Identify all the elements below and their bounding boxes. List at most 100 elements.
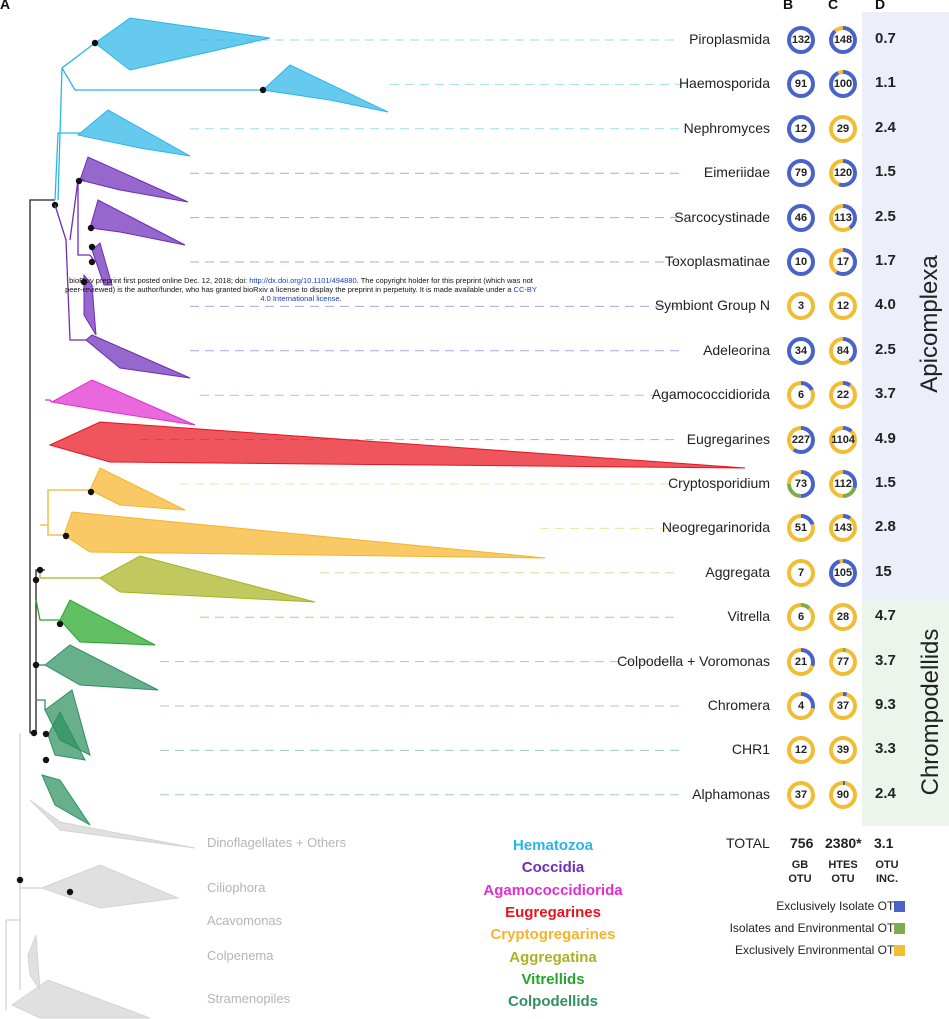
otu-count: 46 [794, 211, 808, 224]
clade-legend-label: Aggregatina [509, 948, 597, 966]
otu-ring-segment [829, 26, 857, 54]
collapsed-clade [99, 555, 316, 603]
otu-increase: 2.5 [875, 340, 896, 358]
taxon-label: Agamococcidiorida [651, 386, 770, 403]
support-node [62, 532, 70, 540]
branch [36, 699, 46, 710]
otu-count: 12 [794, 744, 808, 757]
otu-count: 51 [794, 522, 808, 535]
notice-doi-link[interactable]: http://dx.doi.org/10.1101/494880 [249, 276, 357, 285]
branch [40, 489, 90, 526]
gb-otu-circle: 12 [786, 114, 816, 144]
otu-increase: 3.3 [875, 740, 896, 758]
collapsed-clade [29, 799, 196, 849]
col-foot-gb-2: OTU [788, 873, 812, 885]
collapsed-clade [89, 467, 186, 511]
otu-count: 227 [791, 433, 811, 446]
notice-license-link[interactable]: CC-BY 4.0 International license [260, 285, 537, 303]
otu-ring-segment [829, 248, 857, 276]
otu-increase: 2.4 [875, 784, 896, 802]
taxon-label: Aggregata [705, 563, 770, 580]
outgroup-label: Stramenopiles [207, 991, 291, 1006]
otu-count: 28 [836, 611, 850, 624]
collapsed-clade [79, 156, 189, 203]
otu-ring-segment [787, 381, 815, 410]
taxon-label: Nephromyces [683, 119, 770, 136]
otu-increase: 15 [875, 562, 892, 580]
otu-count: 17 [836, 256, 850, 268]
otu-increase: 2.8 [875, 518, 896, 536]
legend-label: Exclusively Isolate OTU [776, 899, 903, 913]
support-node [259, 86, 267, 94]
gb-otu-circle: 7 [786, 558, 816, 588]
legend-label: Exclusively Environmental OTU [734, 943, 903, 957]
otu-ring-segment [829, 470, 857, 498]
col-foot-htes-2: OTU [831, 873, 855, 885]
otu-ring-segment [787, 70, 815, 99]
otu-count: 37 [836, 700, 850, 712]
support-node [42, 730, 50, 738]
otu-ring-segment [829, 514, 857, 543]
gb-otu-circle: 227 [786, 425, 816, 455]
htes-otu-circle: 39 [828, 735, 858, 765]
otu-ring-segment [787, 26, 815, 54]
chrompodellids-band [862, 600, 949, 826]
support-node [16, 876, 24, 884]
group-label-chrompodellids: Chrompodellids [917, 628, 944, 796]
htes-otu-circle: 28 [828, 602, 858, 632]
branch [54, 204, 86, 341]
otu-ring-segment [829, 203, 857, 232]
clade-legend-label: Cryptogregarines [490, 926, 616, 944]
taxon-label: Piroplasmida [689, 31, 770, 47]
otu-increase: 1.7 [875, 252, 896, 269]
legend-label: Isolates and Environmental OTU [729, 921, 903, 935]
otu-ring-segment [787, 514, 815, 543]
otu-ring-segment [787, 159, 815, 188]
otu-increase: 1.5 [875, 474, 896, 491]
otu-count: 77 [836, 655, 850, 668]
gb-otu-circle: 91 [786, 69, 816, 99]
preprint-notice: bioRxiv preprint first posted online Dec… [62, 276, 540, 303]
branch [61, 67, 263, 91]
collapsed-clade [44, 644, 159, 691]
otu-count: 132 [791, 34, 811, 46]
collapsed-clade [63, 511, 546, 559]
otu-ring-segment [787, 114, 815, 143]
col-foot-gb-1: GB [791, 859, 809, 871]
otu-ring-segment [829, 425, 857, 454]
otu-ring-segment [787, 558, 815, 587]
otu-count: 4 [797, 700, 805, 712]
otu-ring-segment [829, 381, 857, 410]
taxon-label: Alphamonas [692, 785, 770, 802]
htes-otu-circle: 77 [828, 647, 858, 677]
otu-increase: 0.7 [875, 30, 896, 47]
otu-increase: 4.7 [875, 607, 896, 625]
otu-ring-segment [829, 692, 857, 720]
col-foot-inc-2: INC. [876, 873, 898, 885]
gb-otu-circle: 6 [786, 602, 816, 632]
taxon-label: Colpodella + Voromonas [617, 652, 770, 669]
col-foot-htes: HTES OTU [823, 858, 863, 886]
panel-label-c: C [828, 0, 839, 12]
tree-branches [5, 17, 746, 1019]
otu-ring-segment [787, 336, 815, 365]
gb-otu-circle: 51 [786, 513, 816, 543]
collapsed-clade [40, 864, 180, 909]
support-node [32, 576, 40, 584]
collapsed-clade [59, 599, 156, 646]
htes-otu-circle: 143 [828, 513, 858, 543]
otu-ring-segment [787, 647, 815, 676]
collapsed-clade [47, 710, 86, 761]
otu-count: 22 [836, 389, 850, 402]
outgroup-label: Ciliophora [207, 880, 266, 895]
support-node [30, 729, 38, 737]
otu-count: 79 [794, 167, 808, 180]
branch [5, 919, 20, 1010]
htes-otu-circle: 1104 [828, 425, 858, 455]
otu-ring-segment [829, 736, 857, 765]
otu-increase: 1.1 [875, 74, 896, 92]
otu-count: 10 [794, 256, 808, 268]
otu-count: 3 [797, 300, 805, 313]
otu-count: 90 [836, 788, 850, 801]
branch [35, 599, 60, 621]
